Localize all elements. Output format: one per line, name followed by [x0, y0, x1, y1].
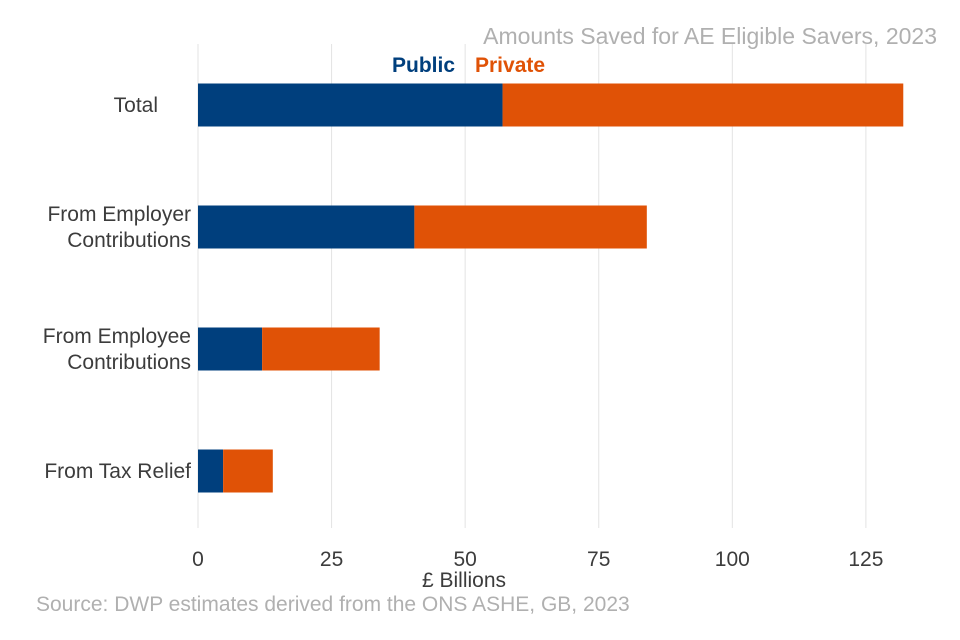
legend-private: Private [475, 54, 545, 77]
category-label-from-employee-contributions-line1: From Employee [43, 325, 191, 348]
x-tick-125: 125 [848, 548, 883, 571]
x-axis-label: £ Billions [422, 569, 506, 592]
chart-title: Amounts Saved for AE Eligible Savers, 20… [483, 23, 937, 49]
category-label-from-tax-relief: From Tax Relief [44, 460, 191, 483]
legend-public: Public [392, 54, 455, 77]
bar-private-from-employer-contributions [414, 205, 647, 249]
category-label-total: Total [114, 94, 158, 117]
bar-public-from-employee-contributions [198, 327, 263, 371]
x-tick-75: 75 [587, 548, 610, 571]
category-label-from-employer-contributions-line2: Contributions [67, 229, 191, 252]
bar-private-total [502, 83, 904, 127]
x-tick-100: 100 [715, 548, 750, 571]
category-label-from-employee-contributions-line2: Contributions [67, 351, 191, 374]
bar-public-from-tax-relief [198, 449, 224, 493]
x-tick-50: 50 [453, 548, 476, 571]
x-tick-25: 25 [320, 548, 343, 571]
bar-private-from-employee-contributions [262, 327, 380, 371]
source-note: Source: DWP estimates derived from the O… [36, 593, 630, 616]
x-axis-ticks: 0 25 50 75 100 125 [192, 548, 883, 571]
bars [198, 83, 904, 493]
legend: Public Private [392, 54, 545, 77]
category-label-from-employer-contributions-line1: From Employer [47, 203, 191, 226]
bar-public-total [198, 83, 503, 127]
x-tick-0: 0 [192, 548, 204, 571]
bar-public-from-employer-contributions [198, 205, 415, 249]
bar-private-from-tax-relief [223, 449, 273, 493]
category-labels: Total From Employer Contributions From Empl… [43, 94, 191, 483]
